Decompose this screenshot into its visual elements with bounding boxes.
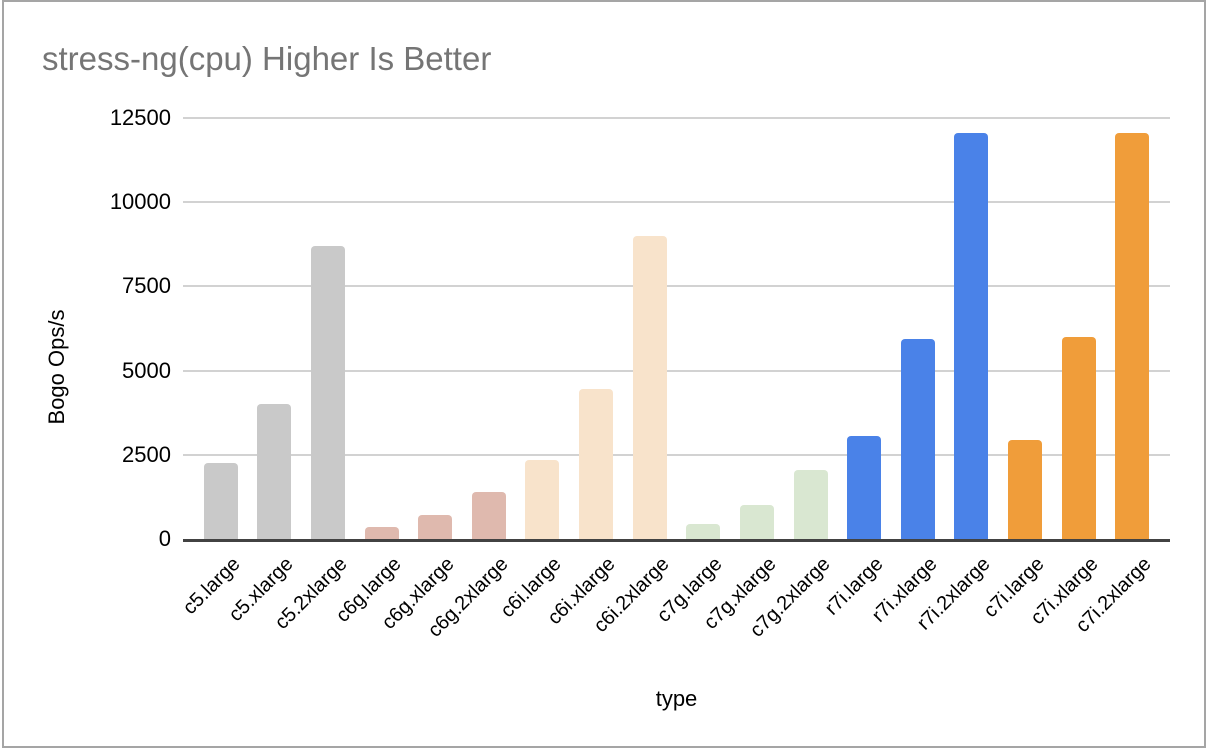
gridline-10000 bbox=[183, 201, 1170, 204]
bar-slot-c7i.2xlarge bbox=[1105, 118, 1159, 539]
gridline-5000 bbox=[183, 369, 1170, 372]
bar-slot-c5.large bbox=[194, 118, 248, 539]
x-tick-labels: c5.large c5.xlarge c5.2xlarge c6g.large c6g.… bbox=[178, 553, 1170, 663]
bar-slot-c5.2xlarge bbox=[301, 118, 355, 539]
bar-c5.xlarge[interactable] bbox=[257, 404, 292, 539]
bar-r7i.2xlarge[interactable] bbox=[954, 133, 989, 539]
y-tick-labels: 0 2500 5000 7500 10000 12500 bbox=[4, 105, 171, 551]
y-tick-label-10000: 10000 bbox=[109, 189, 171, 215]
y-tick-label-7500: 7500 bbox=[122, 273, 171, 299]
bar-slot-c6g.2xlarge bbox=[462, 118, 516, 539]
bar-slot-c6i.large bbox=[516, 118, 570, 539]
bar-r7i.large[interactable] bbox=[847, 436, 882, 539]
bar-c5.2xlarge[interactable] bbox=[311, 245, 346, 539]
bar-c6g.large[interactable] bbox=[364, 527, 399, 539]
bar-c6i.2xlarge[interactable] bbox=[632, 235, 667, 539]
bar-slot-c7g.xlarge bbox=[730, 118, 784, 539]
bar-c6g.xlarge[interactable] bbox=[418, 515, 453, 539]
bar-c7i.xlarge[interactable] bbox=[1061, 336, 1096, 539]
gridline-7500 bbox=[183, 285, 1170, 288]
bar-slot-c6i.2xlarge bbox=[623, 118, 677, 539]
gridline-12500 bbox=[183, 117, 1170, 119]
y-tick-label-12500: 12500 bbox=[109, 105, 171, 130]
x-axis-title: type bbox=[655, 686, 698, 711]
chart-title: stress-ng(cpu) Higher Is Better bbox=[42, 40, 492, 77]
plot-area bbox=[183, 117, 1170, 539]
y-tick-label-5000: 5000 bbox=[122, 357, 171, 383]
bar-slot-c6g.large bbox=[355, 118, 409, 539]
bar-c6g.2xlarge[interactable] bbox=[471, 491, 506, 539]
bar-r7i.xlarge[interactable] bbox=[900, 338, 935, 539]
bar-slot-c7g.2xlarge bbox=[784, 118, 838, 539]
bar-slot-c7i.large bbox=[998, 118, 1052, 539]
bar-c7i.2xlarge[interactable] bbox=[1115, 133, 1150, 539]
bar-c7g.xlarge[interactable] bbox=[739, 505, 774, 539]
bar-slot-c7i.xlarge bbox=[1052, 118, 1106, 539]
x-axis-line bbox=[183, 539, 1170, 542]
bar-slot-r7i.large bbox=[837, 118, 891, 539]
bar-c7g.2xlarge[interactable] bbox=[793, 469, 828, 539]
gridlines bbox=[183, 117, 1170, 539]
bar-c5.large[interactable] bbox=[203, 463, 238, 539]
bar-slot-c6g.xlarge bbox=[408, 118, 462, 539]
bars bbox=[183, 118, 1170, 539]
bar-slot-c5.xlarge bbox=[248, 118, 302, 539]
bar-slot-c6i.xlarge bbox=[569, 118, 623, 539]
bar-slot-r7i.xlarge bbox=[891, 118, 945, 539]
bar-slot-c7g.large bbox=[676, 118, 730, 539]
bar-c7g.large[interactable] bbox=[686, 523, 721, 539]
bar-c6i.xlarge[interactable] bbox=[579, 389, 614, 539]
y-tick-label-0: 0 bbox=[158, 526, 171, 551]
gridline-2500 bbox=[183, 453, 1170, 456]
y-tick-label-2500: 2500 bbox=[122, 441, 171, 467]
bar-c7i.large[interactable] bbox=[1007, 439, 1042, 539]
bar-c6i.large[interactable] bbox=[525, 459, 560, 539]
bar-slot-r7i.2xlarge bbox=[945, 118, 999, 539]
